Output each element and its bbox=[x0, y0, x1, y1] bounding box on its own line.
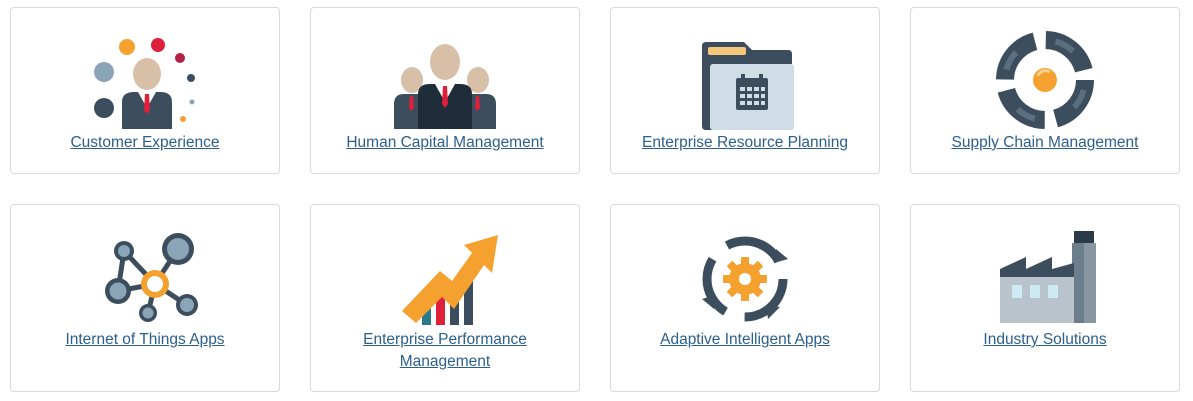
gear-cycle-icon bbox=[680, 227, 810, 327]
card-label[interactable]: Enterprise Resource Planning bbox=[642, 134, 848, 151]
card-label[interactable]: Adaptive Intelligent Apps bbox=[660, 331, 830, 348]
performance-chart-icon bbox=[380, 227, 510, 327]
supply-chain-cycle-icon bbox=[980, 30, 1110, 130]
card-label[interactable]: Supply Chain Management bbox=[951, 134, 1139, 151]
card-label[interactable]: Industry Solutions bbox=[983, 331, 1107, 348]
erp-folder-icon bbox=[680, 34, 810, 134]
card-industry-solutions[interactable]: Industry Solutions bbox=[910, 204, 1180, 392]
iot-network-icon bbox=[80, 227, 210, 327]
card-label[interactable]: Human Capital Management bbox=[346, 134, 544, 151]
card-enterprise-performance-management[interactable]: Enterprise Performance Management bbox=[310, 204, 580, 392]
card-label[interactable]: Internet of Things Apps bbox=[65, 331, 225, 348]
card-label[interactable]: Customer Experience bbox=[70, 134, 220, 151]
card-enterprise-resource-planning[interactable]: Enterprise Resource Planning bbox=[610, 7, 880, 174]
card-label[interactable]: Enterprise Performance Management bbox=[363, 331, 527, 370]
customer-experience-icon bbox=[80, 34, 210, 134]
human-capital-icon bbox=[380, 34, 510, 134]
factory-icon bbox=[980, 227, 1110, 327]
card-customer-experience[interactable]: Customer Experience bbox=[10, 7, 280, 174]
card-human-capital-management[interactable]: Human Capital Management bbox=[310, 7, 580, 174]
card-adaptive-intelligent-apps[interactable]: Adaptive Intelligent Apps bbox=[610, 204, 880, 392]
card-supply-chain-management[interactable]: Supply Chain Management bbox=[910, 7, 1180, 174]
card-internet-of-things-apps[interactable]: Internet of Things Apps bbox=[10, 204, 280, 392]
